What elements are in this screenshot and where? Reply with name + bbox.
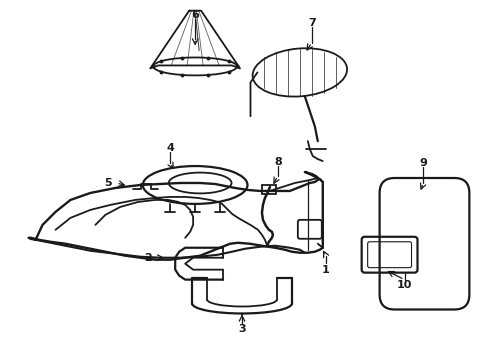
Text: 8: 8 <box>274 157 282 167</box>
Text: 9: 9 <box>419 158 427 168</box>
Bar <box>262 185 276 194</box>
Text: 1: 1 <box>322 265 330 275</box>
Text: 6: 6 <box>191 10 199 20</box>
Text: 4: 4 <box>166 143 174 153</box>
Text: 10: 10 <box>397 280 412 289</box>
Text: 2: 2 <box>145 253 152 263</box>
Text: 3: 3 <box>238 324 246 334</box>
Text: 5: 5 <box>104 178 112 188</box>
Text: 7: 7 <box>308 18 316 28</box>
